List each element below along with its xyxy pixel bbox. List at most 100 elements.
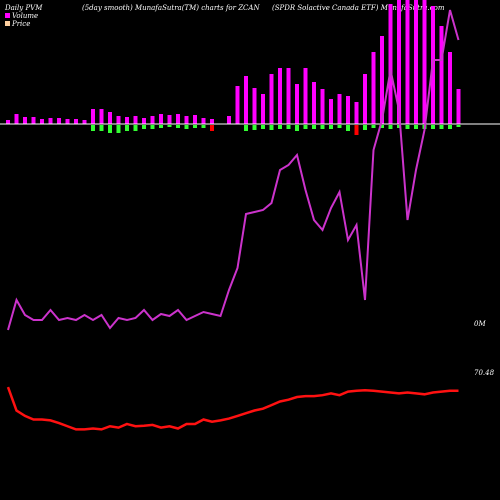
- up-day-bar: [346, 125, 350, 131]
- volume-bar: [295, 84, 299, 124]
- up-day-bar: [125, 125, 129, 131]
- volume-bar: [388, 4, 393, 124]
- up-day-bar: [201, 125, 206, 128]
- volume-axis-label: 0M: [474, 320, 486, 328]
- volume-bar: [439, 26, 444, 124]
- volume-bar: [31, 117, 36, 124]
- price-axis-label: 70.48: [474, 369, 495, 377]
- volume-bar: [210, 119, 214, 124]
- up-day-bar: [456, 125, 461, 127]
- volume-bar: [320, 89, 325, 124]
- up-day-bar: [150, 125, 155, 129]
- volume-bar: [312, 82, 316, 124]
- volume-bar: [414, 0, 418, 124]
- volume-bar: [405, 0, 410, 124]
- volume-bar: [354, 102, 359, 124]
- up-day-bar: [295, 125, 299, 131]
- volume-bar: [150, 116, 155, 124]
- up-day-bar: [380, 125, 384, 128]
- volume-bar: [125, 117, 129, 124]
- volume-bar: [456, 89, 461, 124]
- volume-bar: [108, 112, 112, 124]
- chart-title: (5day smooth) MunafaSutra(TM) charts for…: [82, 4, 260, 12]
- up-day-bar: [371, 125, 376, 128]
- up-day-bar: [303, 125, 308, 129]
- volume-bar: [57, 118, 61, 124]
- volume-bar: [346, 96, 350, 124]
- up-day-bar: [269, 125, 274, 130]
- up-day-bar: [244, 125, 248, 131]
- up-day-bar: [159, 125, 163, 128]
- volume-bar: [303, 68, 308, 124]
- up-day-bar: [397, 125, 401, 128]
- direction-bars: [91, 125, 461, 135]
- volume-bar: [6, 120, 10, 124]
- volume-line: [7, 9, 460, 331]
- legend-swatch-volume: [5, 13, 10, 18]
- legend-label-volume: Volume: [12, 12, 38, 20]
- volume-bar: [252, 88, 257, 124]
- volume-bar: [235, 86, 240, 124]
- volume-bar: [167, 115, 172, 124]
- volume-bar: [65, 119, 70, 124]
- volume-bar: [286, 68, 291, 124]
- volume-bar: [184, 116, 189, 124]
- volume-bar: [23, 117, 27, 124]
- volume-bar: [448, 52, 452, 124]
- up-day-bar: [261, 125, 265, 129]
- legend-label-price: Price: [11, 20, 30, 28]
- volume-bar: [159, 114, 163, 124]
- volume-bar: [397, 0, 401, 124]
- volume-bar: [363, 74, 367, 124]
- volume-bar: [227, 116, 231, 124]
- volume-bar: [116, 116, 121, 124]
- up-day-bar: [439, 125, 444, 129]
- up-day-bar: [116, 125, 121, 133]
- volume-bar: [82, 120, 87, 124]
- up-day-bar: [108, 125, 112, 133]
- legend-swatch-price: [5, 21, 10, 26]
- up-day-bar: [388, 125, 393, 129]
- volume-bar: [261, 94, 265, 124]
- volume-bar: [91, 109, 95, 124]
- volume-bar: [329, 99, 333, 124]
- up-day-bar: [278, 125, 282, 129]
- up-day-bar: [176, 125, 180, 128]
- volume-bars: [6, 0, 461, 124]
- up-day-bar: [329, 125, 333, 129]
- volume-bar: [99, 109, 104, 124]
- volume-bar: [193, 115, 197, 124]
- up-day-bar: [133, 125, 138, 131]
- volume-bar: [244, 76, 248, 124]
- up-day-bar: [405, 125, 410, 129]
- volume-bar: [133, 116, 138, 124]
- up-day-bar: [167, 125, 172, 127]
- price-line: [6, 386, 459, 431]
- up-day-bar: [91, 125, 95, 131]
- volume-bar: [40, 119, 44, 124]
- up-day-bar: [252, 125, 257, 130]
- down-day-bar: [210, 125, 214, 131]
- up-day-bar: [193, 125, 197, 128]
- volume-bar: [422, 0, 427, 124]
- volume-bar: [14, 114, 19, 124]
- volume-bar: [278, 68, 282, 124]
- volume-bar: [269, 74, 274, 124]
- up-day-bar: [363, 125, 367, 130]
- up-day-bar: [320, 125, 325, 129]
- up-day-bar: [286, 125, 291, 129]
- up-day-bar: [312, 125, 316, 129]
- volume-bar: [74, 119, 78, 124]
- up-day-bar: [142, 125, 146, 129]
- chart-header-right: (SPDR Solactive Canada ETF) MunafaSutra.…: [272, 4, 445, 12]
- up-day-bar: [448, 125, 452, 129]
- up-day-bar: [99, 125, 104, 131]
- volume-bar: [371, 52, 376, 124]
- volume-bar: [201, 118, 206, 124]
- volume-bar: [142, 118, 146, 124]
- up-day-bar: [337, 125, 342, 128]
- up-day-bar: [184, 125, 189, 129]
- up-day-bar: [414, 125, 418, 129]
